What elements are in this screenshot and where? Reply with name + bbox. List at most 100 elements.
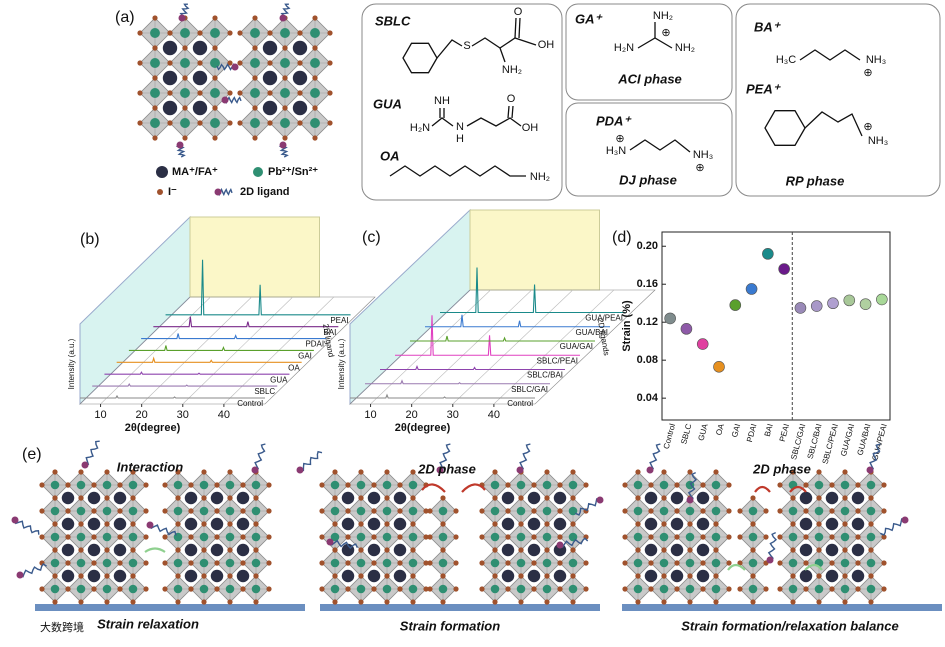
x-site	[397, 482, 403, 488]
x-tick-label: GUA/PEAI	[870, 423, 888, 462]
a-site	[527, 517, 541, 531]
panel-label: (d)	[612, 229, 632, 246]
x-site	[687, 573, 693, 579]
pattern-line	[395, 315, 580, 356]
series-label: PDAI	[305, 340, 324, 349]
b-site	[633, 532, 643, 542]
a-site	[184, 517, 198, 531]
x-site	[881, 560, 887, 566]
x-site	[371, 560, 377, 566]
watermark: 大数跨境	[40, 620, 84, 634]
x-site	[397, 508, 403, 514]
ligand-head	[146, 521, 154, 529]
x-site	[297, 120, 303, 126]
x-site	[240, 534, 246, 540]
x-site	[397, 534, 403, 540]
x-site	[266, 508, 272, 514]
a-site	[87, 517, 101, 531]
x-site	[65, 560, 71, 566]
ligand-head	[279, 141, 287, 149]
x-site	[197, 60, 203, 66]
x-site	[674, 482, 680, 488]
x-site	[345, 482, 351, 488]
x-site	[78, 547, 84, 553]
x-site	[737, 508, 743, 514]
x-site	[130, 547, 136, 553]
x-site	[297, 30, 303, 36]
molecule-name: OA	[380, 148, 400, 163]
x-site	[661, 495, 667, 501]
x-site	[39, 586, 45, 592]
x-site	[700, 534, 706, 540]
b-site	[659, 558, 669, 568]
a-site	[292, 100, 308, 116]
point	[729, 299, 742, 311]
b-site	[102, 480, 112, 490]
x-site	[531, 586, 537, 592]
x-site	[842, 573, 848, 579]
x-site	[790, 547, 796, 553]
x-site	[648, 534, 654, 540]
x-site	[227, 120, 233, 126]
b-site	[150, 118, 160, 128]
a-site	[113, 517, 127, 531]
b-site	[685, 558, 695, 568]
b-site	[490, 506, 500, 516]
x-site	[635, 469, 641, 475]
x-tick-label: PEAI	[778, 423, 791, 443]
b-site	[102, 532, 112, 542]
x-site	[253, 547, 259, 553]
pattern-line	[165, 259, 351, 316]
a-site	[670, 491, 684, 505]
b-site	[251, 558, 261, 568]
x-site	[227, 60, 233, 66]
b-site	[382, 532, 392, 542]
b-site	[199, 532, 209, 542]
b-site	[356, 584, 366, 594]
point	[778, 263, 790, 275]
x-site	[750, 599, 756, 605]
a-site	[210, 491, 224, 505]
ligand-head	[251, 466, 259, 474]
b-site	[408, 506, 418, 516]
atom: NH₂	[530, 171, 550, 183]
b-site	[210, 58, 220, 68]
x-site	[175, 547, 181, 553]
x-site	[790, 521, 796, 527]
x-site	[65, 534, 71, 540]
x-site	[803, 586, 809, 592]
b-site	[408, 558, 418, 568]
a-site	[825, 517, 839, 531]
atom: S	[463, 40, 470, 52]
x-tick-label: OA	[714, 422, 726, 436]
x-site	[312, 15, 318, 21]
x-site	[237, 90, 243, 96]
arrow	[144, 547, 166, 553]
x-site	[557, 482, 563, 488]
molecule-name: GUA	[373, 96, 402, 111]
x-site	[700, 482, 706, 488]
a-site	[87, 569, 101, 583]
b-site	[516, 532, 526, 542]
x-site	[371, 586, 377, 592]
x-site	[803, 560, 809, 566]
point	[876, 293, 888, 306]
point	[664, 312, 676, 325]
a-site	[192, 40, 208, 56]
x-site	[143, 560, 149, 566]
x-site	[78, 599, 84, 605]
a-site	[210, 543, 224, 557]
b-site	[102, 558, 112, 568]
b-site	[225, 584, 235, 594]
ion-name: GA⁺	[575, 11, 604, 26]
b-site	[225, 480, 235, 490]
x-site	[570, 573, 576, 579]
x-tick-label: GUA/GAI	[839, 423, 856, 458]
x-site	[726, 586, 732, 592]
x-site	[881, 508, 887, 514]
ligand	[329, 539, 359, 550]
b-site	[711, 480, 721, 490]
x-site	[583, 560, 589, 566]
x-site	[197, 120, 203, 126]
x-site	[687, 547, 693, 553]
